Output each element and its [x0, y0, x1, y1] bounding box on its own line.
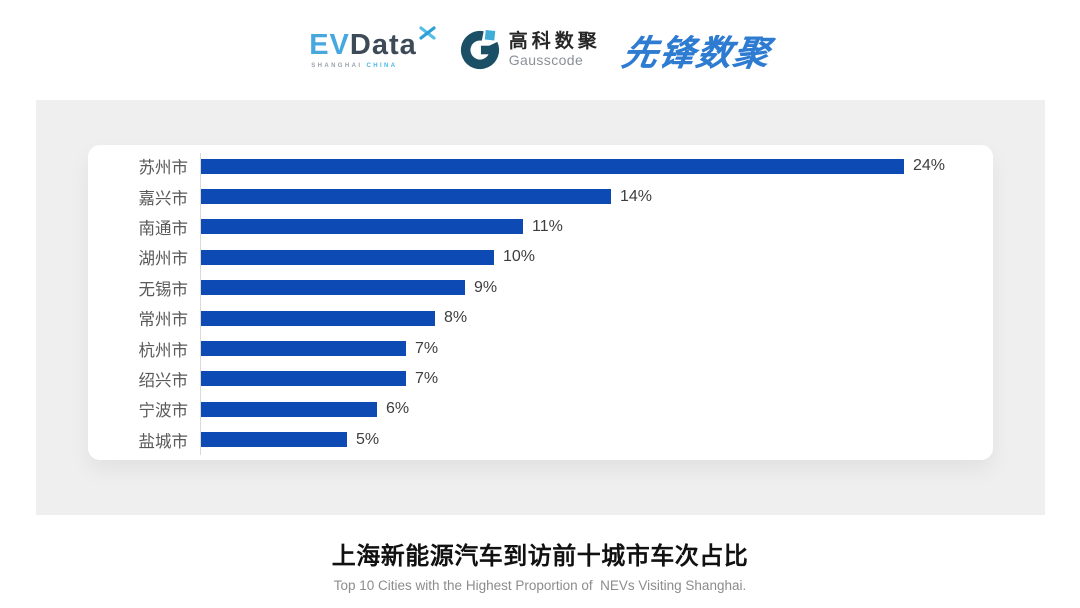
bar-row: 南通市 11%: [88, 212, 993, 242]
xianfeng-logo: 先锋数聚: [618, 33, 774, 73]
bar-row: 湖州市 10%: [88, 242, 993, 272]
evdata-tagline: SHANGHAI CHINA: [309, 63, 437, 69]
evdata-ev-text: EV: [309, 29, 350, 61]
bar-track: 14%: [201, 181, 993, 211]
category-label: 苏州市: [138, 159, 189, 178]
bar-track: 9%: [201, 273, 993, 303]
gausscode-logo: 高科数聚 Gausscode: [459, 29, 601, 71]
category-label: 杭州市: [138, 341, 189, 360]
bar-row: 宁波市 6%: [88, 394, 993, 424]
category-label: 常州市: [138, 311, 189, 330]
chart-title: 上海新能源汽车到访前十城市车次占比: [331, 543, 749, 570]
bar: [201, 219, 523, 235]
chart-card: 苏州市 24% 嘉兴市 14% 南通市 11% 湖州市 10% 无锡市 9% 常州市 8% 杭州市 7% 绍…: [88, 145, 993, 460]
caption-block: 上海新能源汽车到访前十城市车次占比 Top 10 Cities with the…: [0, 515, 1080, 593]
evdata-wordmark: EV Data: [309, 26, 437, 61]
evdata-china-text: CHINA: [366, 63, 398, 69]
chart-subtitle: Top 10 Cities with the Highest Proportio…: [333, 578, 747, 593]
category-label: 宁波市: [138, 402, 189, 421]
value-label: 5%: [356, 430, 380, 448]
bar: [201, 189, 611, 205]
bar-row: 杭州市 7%: [88, 333, 993, 363]
evdata-shanghai-text: SHANGHAI: [311, 63, 367, 69]
value-label: 11%: [532, 217, 563, 235]
bar-row: 苏州市 24%: [88, 151, 993, 181]
category-label: 湖州市: [138, 250, 189, 269]
value-label: 7%: [415, 339, 439, 357]
evdata-logo: EV Data SHANGHAI CHINA: [309, 26, 437, 69]
bar-row: 盐城市 5%: [88, 425, 993, 455]
bar-track: 10%: [201, 242, 993, 272]
value-label: 24%: [913, 157, 946, 175]
bar: [201, 341, 406, 357]
value-label: 8%: [444, 309, 468, 327]
evdata-data-text: Data: [349, 29, 417, 61]
value-label: 10%: [503, 248, 536, 266]
bar: [201, 158, 904, 174]
value-label: 6%: [386, 400, 410, 418]
bar-row: 嘉兴市 14%: [88, 181, 993, 211]
bar-track: 7%: [201, 333, 993, 363]
bar-row: 绍兴市 7%: [88, 364, 993, 394]
bar: [201, 249, 494, 265]
bar: [201, 401, 377, 417]
evdata-x-icon: [419, 26, 436, 40]
bar: [201, 371, 406, 387]
gausscode-wordmark: 高科数聚 Gausscode: [509, 31, 601, 68]
category-label: 盐城市: [138, 432, 189, 451]
bar-row: 常州市 8%: [88, 303, 993, 333]
bar-track: 7%: [201, 364, 993, 394]
category-label: 嘉兴市: [138, 189, 189, 208]
gausscode-g-icon: [460, 29, 499, 70]
value-label: 7%: [415, 369, 439, 387]
bar: [201, 310, 435, 326]
bar-track: 5%: [201, 425, 993, 455]
bar-track: 11%: [201, 212, 993, 242]
value-label: 14%: [620, 187, 653, 205]
bar-track: 24%: [201, 151, 993, 181]
bar-track: 8%: [201, 303, 993, 333]
bar: [201, 432, 347, 448]
bar-chart: 苏州市 24% 嘉兴市 14% 南通市 11% 湖州市 10% 无锡市 9% 常州市 8% 杭州市 7% 绍…: [88, 151, 993, 455]
category-label: 无锡市: [138, 280, 189, 299]
bar: [201, 280, 465, 296]
category-label: 南通市: [138, 219, 189, 238]
gausscode-english-text: Gausscode: [508, 52, 584, 69]
chart-panel: 苏州市 24% 嘉兴市 14% 南通市 11% 湖州市 10% 无锡市 9% 常州市 8% 杭州市 7% 绍…: [36, 100, 1045, 515]
bar-track: 6%: [201, 394, 993, 424]
logo-bar: EV Data SHANGHAI CHINA 高科数聚 Gausscode 先锋数…: [0, 0, 1080, 100]
gausscode-chinese-text: 高科数聚: [508, 31, 601, 53]
value-label: 9%: [474, 278, 498, 296]
category-label: 绍兴市: [138, 371, 189, 390]
bar-row: 无锡市 9%: [88, 273, 993, 303]
